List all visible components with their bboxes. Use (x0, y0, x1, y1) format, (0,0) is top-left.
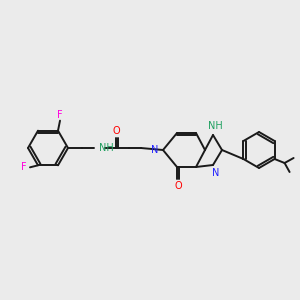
Text: N: N (151, 145, 158, 155)
Text: O: O (174, 181, 182, 191)
Text: NH: NH (208, 121, 222, 131)
Text: N: N (212, 168, 220, 178)
Text: O: O (112, 126, 120, 136)
Text: F: F (21, 162, 27, 172)
Text: NH: NH (99, 143, 114, 153)
Text: F: F (57, 110, 63, 120)
